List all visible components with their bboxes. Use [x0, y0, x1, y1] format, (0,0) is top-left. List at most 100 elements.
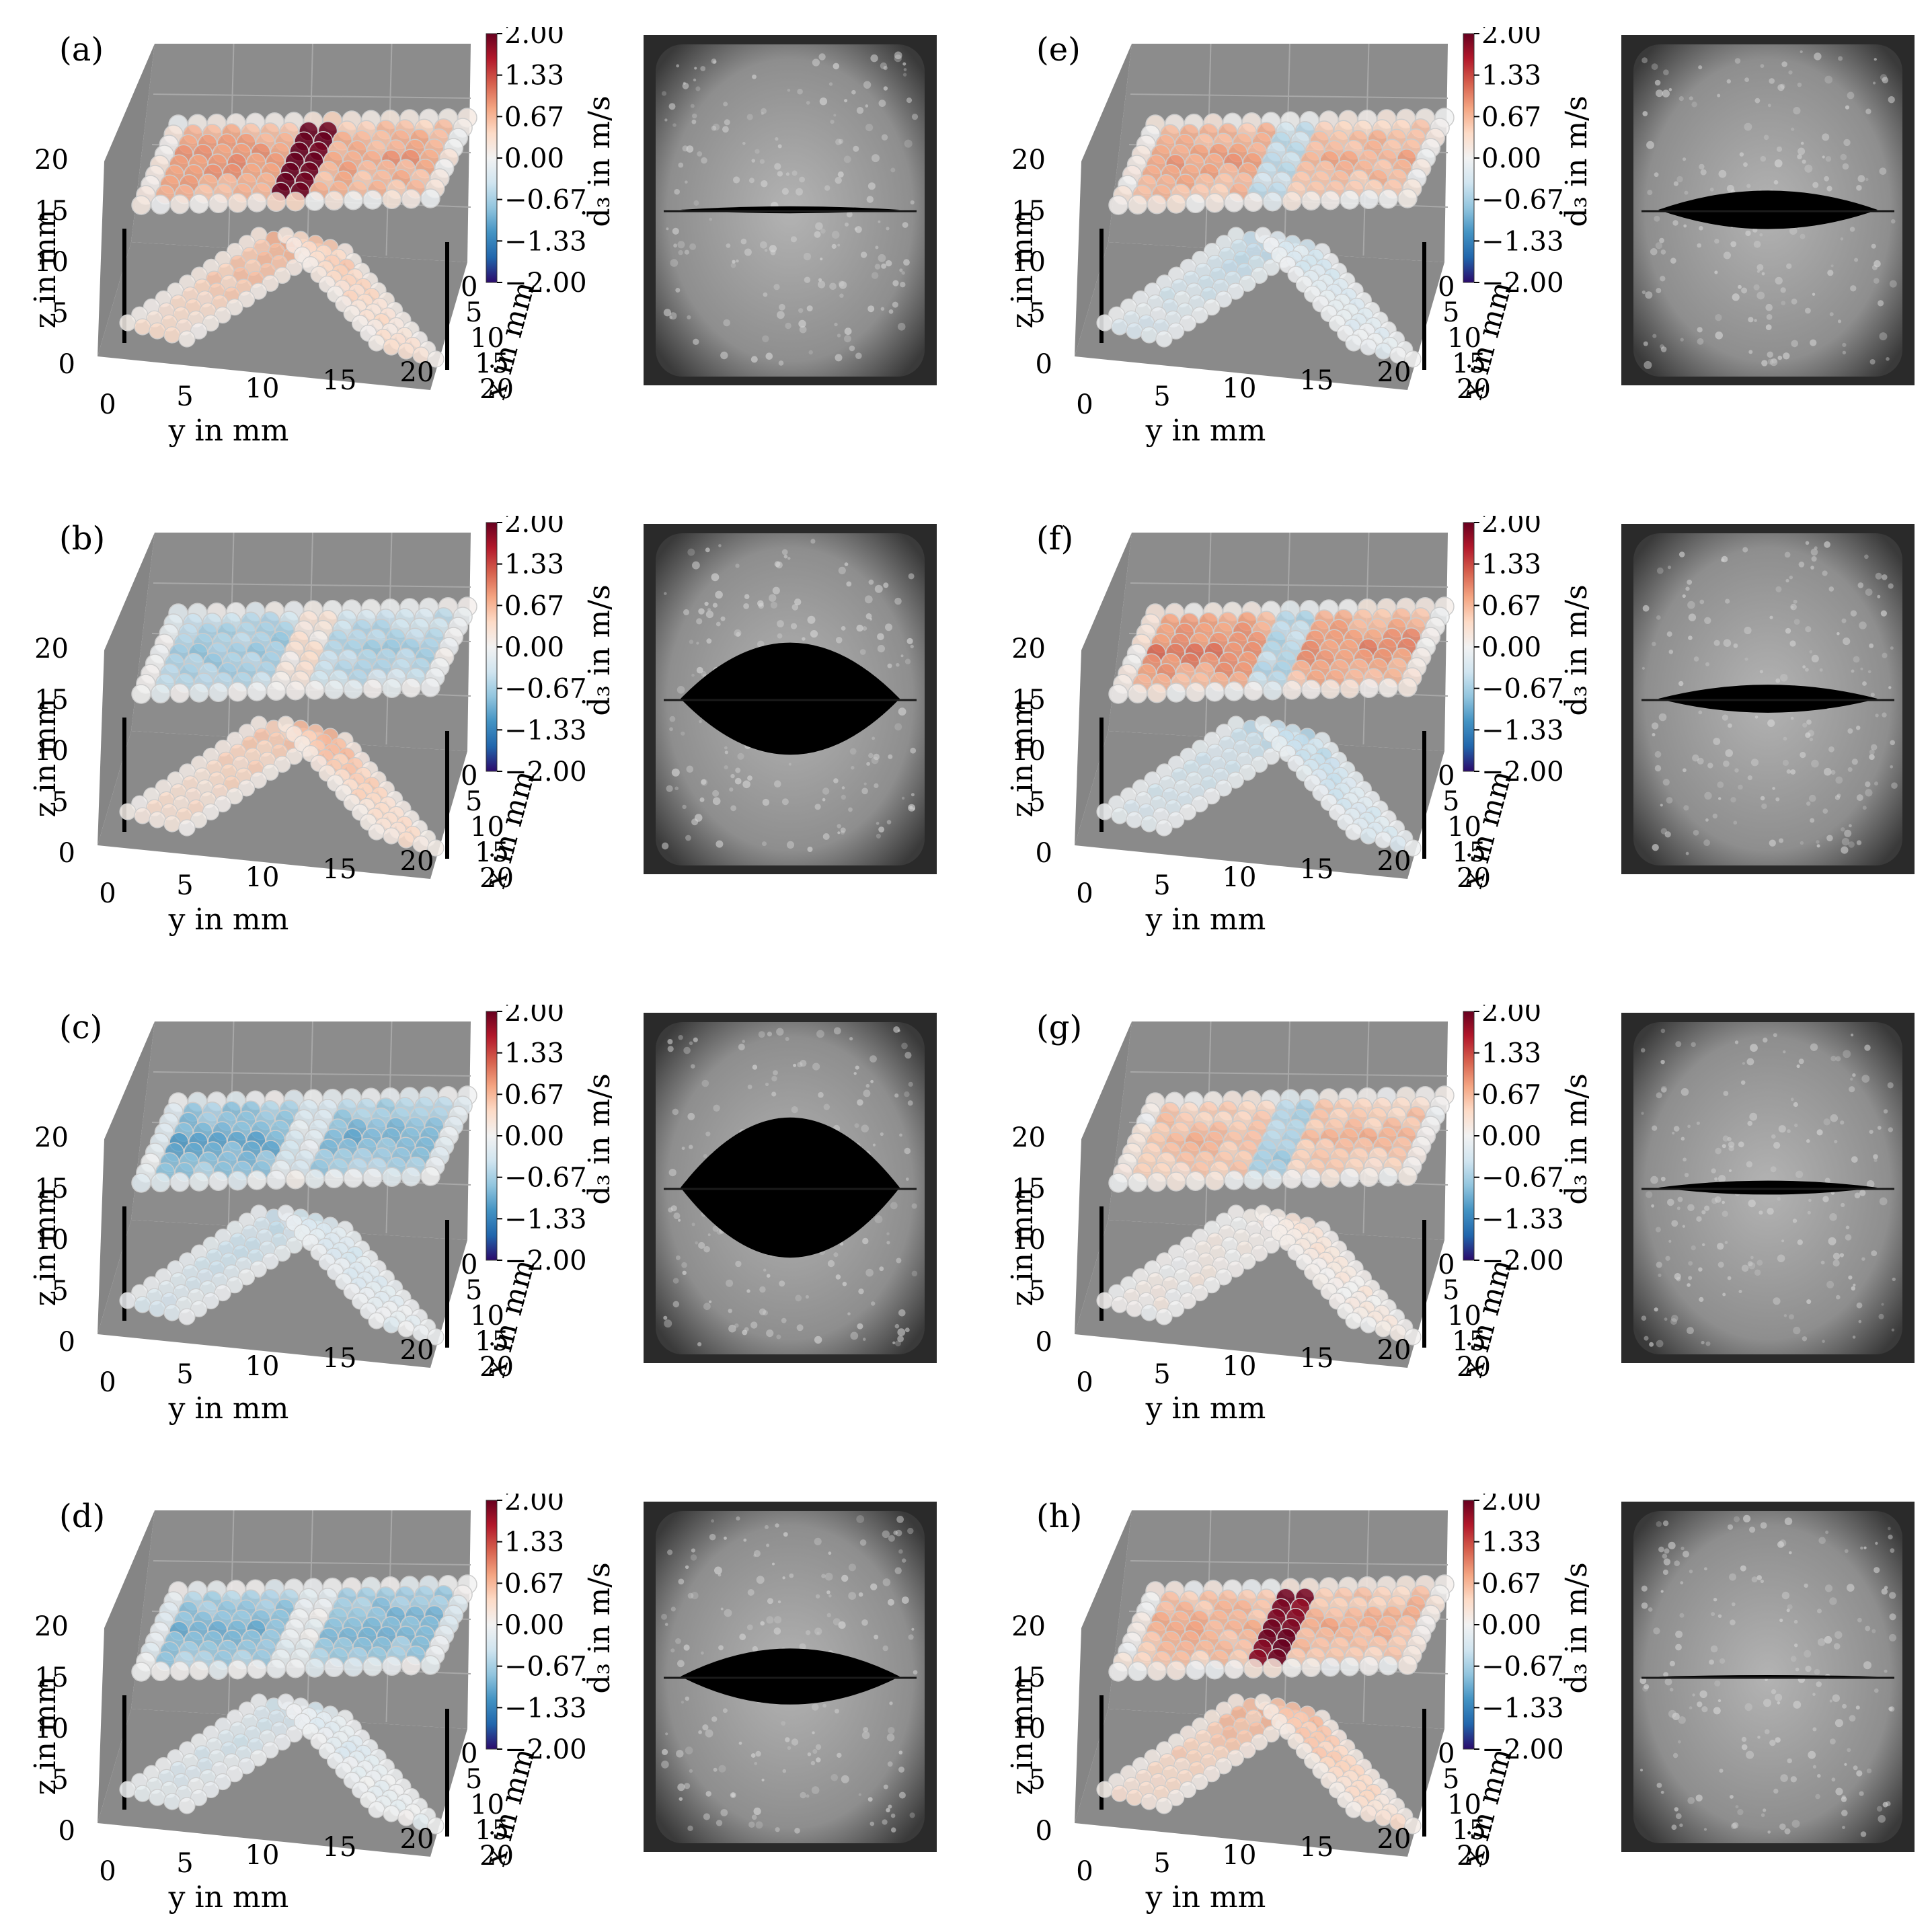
speckle: [810, 539, 816, 544]
colorbar-label: ḋ₃ in m/s: [1558, 1073, 1594, 1204]
speckle: [753, 1553, 757, 1557]
speckle: [1723, 252, 1731, 260]
speckle: [867, 305, 875, 313]
speckle: [1760, 64, 1765, 68]
speckle: [1714, 1680, 1721, 1687]
speckle: [904, 1052, 912, 1059]
speckle: [1639, 1677, 1647, 1685]
speckle: [699, 797, 705, 802]
speckle: [772, 1562, 775, 1566]
speckle: [1861, 1257, 1865, 1261]
speckle: [735, 564, 740, 568]
speckle: [1675, 1644, 1682, 1651]
data-point: [274, 755, 291, 773]
data-point: [381, 1656, 402, 1676]
z-axis-label: z in mm: [1005, 209, 1040, 328]
data-point: [249, 1260, 267, 1278]
speckle: [691, 1223, 695, 1227]
speckle: [1734, 1516, 1740, 1522]
speckle: [1705, 818, 1709, 822]
colorbar-tick-label: 0.00: [504, 143, 564, 174]
speckle: [755, 149, 760, 154]
speckle: [876, 822, 880, 825]
speckle: [1771, 1134, 1776, 1139]
speckle: [720, 616, 726, 621]
data-point: [238, 1757, 256, 1775]
speckle: [866, 196, 874, 203]
speckle: [1835, 1787, 1843, 1796]
y-axis-label: y in mm: [1145, 1880, 1266, 1915]
speckle: [1816, 1681, 1822, 1687]
speckle: [874, 584, 883, 593]
data-point: [1378, 188, 1399, 209]
colorbar-tick-label: 1.33: [1481, 1527, 1541, 1558]
data-point: [1262, 1169, 1283, 1190]
speckle: [1873, 1154, 1878, 1159]
speckle: [664, 1623, 668, 1626]
speckle: [744, 248, 752, 256]
x-tick-label: 15: [1452, 837, 1486, 868]
speckle: [1698, 1267, 1703, 1272]
z-tick-label: 5: [1029, 298, 1046, 329]
speckle: [1662, 1520, 1669, 1527]
speckle: [763, 1268, 767, 1272]
speckle: [1862, 806, 1867, 810]
speckle: [1760, 796, 1765, 801]
glottal-gap: [1658, 1180, 1878, 1195]
colorbar-tick-label: 0.67: [1481, 1568, 1541, 1599]
speckle: [810, 1761, 816, 1766]
speckle: [1737, 1809, 1744, 1816]
speckle: [844, 562, 849, 566]
speckle: [826, 1590, 830, 1594]
speckle: [1733, 643, 1738, 648]
z-tick-label: 5: [52, 787, 69, 818]
speckle: [894, 597, 902, 605]
speckle: [1793, 1326, 1801, 1335]
data-point: [178, 1308, 196, 1325]
speckle: [844, 327, 852, 336]
speckle: [888, 1727, 895, 1734]
speckle: [698, 1241, 705, 1249]
speckle: [747, 775, 752, 781]
data-point: [420, 677, 440, 697]
speckle: [894, 51, 902, 60]
speckle: [867, 182, 876, 190]
speckle: [777, 620, 784, 627]
speckle: [1775, 276, 1783, 285]
speckle: [900, 282, 906, 288]
speckle: [672, 1301, 680, 1308]
x-tick-label: 0: [1438, 1249, 1455, 1280]
speckle: [1688, 1261, 1693, 1266]
speckle: [1836, 1295, 1841, 1300]
speckle: [763, 292, 768, 297]
speckle: [1804, 1650, 1812, 1658]
speckle: [1841, 1202, 1845, 1207]
speckle: [1691, 102, 1697, 108]
speckle: [691, 1548, 695, 1553]
speckle: [1865, 781, 1871, 787]
speckle: [1675, 1041, 1682, 1048]
speckle: [833, 1027, 841, 1035]
speckle: [1691, 1042, 1696, 1047]
data-point: [119, 803, 137, 820]
speckle: [678, 1578, 685, 1585]
speckle: [1887, 1082, 1894, 1089]
speckle: [886, 1232, 890, 1235]
speckle: [1791, 299, 1798, 305]
speckle: [816, 1757, 821, 1763]
speckle: [1678, 96, 1684, 102]
speckle: [746, 114, 753, 120]
speckle: [1714, 270, 1718, 274]
speckle: [1671, 1315, 1678, 1322]
data-point: [1320, 1167, 1341, 1188]
speckle: [700, 66, 706, 71]
speckle: [1751, 1576, 1758, 1583]
speckle: [1827, 270, 1834, 276]
data-point: [1239, 274, 1256, 292]
panel-label: (f): [1036, 520, 1073, 557]
speckle: [774, 1616, 782, 1624]
speckle: [696, 618, 703, 625]
z-tick-label: 5: [1029, 787, 1046, 818]
speckle: [1650, 248, 1658, 256]
speckle: [758, 1031, 765, 1038]
